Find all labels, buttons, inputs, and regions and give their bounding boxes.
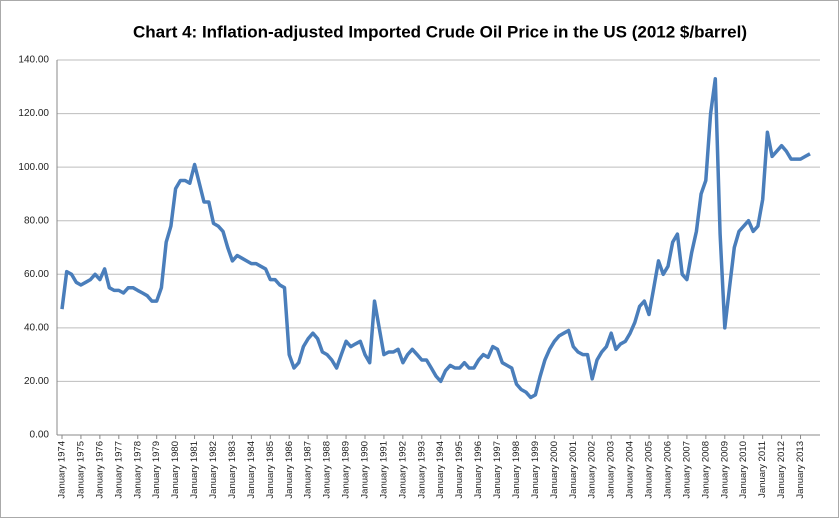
y-tick-label: 100.00 (18, 162, 49, 173)
x-tick-label: January 2011 (757, 441, 768, 498)
y-tick-label: 40.00 (24, 322, 49, 333)
x-tick-label: January 2012 (776, 441, 787, 499)
data-line (60, 77, 811, 400)
x-tick-label: January 2003 (606, 441, 617, 499)
x-tick-label: January 2000 (549, 441, 560, 499)
x-tick-label: January 1987 (303, 441, 314, 499)
x-tick-label: January 1998 (511, 441, 522, 499)
x-tick-label: January 1993 (416, 441, 427, 499)
x-tick-label: January 2005 (644, 441, 655, 499)
x-tick-label: January 2010 (738, 441, 749, 499)
chart-title: Chart 4: Inflation-adjusted Imported Cru… (133, 22, 747, 41)
x-tick-label: January 1981 (189, 441, 200, 499)
x-tick-label: January 2008 (700, 441, 711, 499)
x-tick-label: January 1983 (227, 441, 238, 499)
x-tick-label: January 1980 (170, 441, 181, 499)
x-tick-label: January 1995 (454, 441, 465, 499)
x-tick-label: January 1986 (284, 441, 295, 499)
x-tick-label: January 1994 (435, 441, 446, 499)
y-tick-label: 120.00 (18, 108, 49, 119)
x-tick-label: January 1996 (473, 441, 484, 499)
x-tick-label: January 1984 (246, 441, 257, 499)
y-tick-label: 20.00 (24, 376, 49, 387)
x-tick-label: January 1976 (94, 441, 105, 499)
x-tick-label: January 2001 (568, 441, 579, 499)
x-tick-label: January 1974 (57, 441, 68, 499)
y-tick-label: 80.00 (24, 215, 49, 226)
x-tick-label: January 2009 (719, 441, 730, 499)
x-tick-label: January 1997 (492, 441, 503, 499)
x-tick-label: January 2002 (587, 441, 598, 499)
x-tick-label: January 1989 (341, 441, 352, 499)
x-tick-label: January 1985 (265, 441, 276, 499)
x-tick-label: January 2013 (795, 441, 806, 499)
x-tick-label: January 1990 (360, 441, 371, 499)
x-tick-label: January 1979 (151, 441, 162, 499)
x-tick-label: January 2006 (662, 441, 673, 499)
x-tick-label: January 1988 (322, 441, 333, 499)
x-tick-label: January 1992 (397, 441, 408, 499)
x-tick-label: January 1977 (113, 441, 124, 499)
x-tick-label: January 1978 (132, 441, 143, 499)
x-tick-label: January 2004 (625, 441, 636, 499)
x-tick-label: January 2007 (681, 441, 692, 499)
y-tick-label: 0.00 (30, 430, 50, 441)
x-tick-label: January 1982 (208, 441, 219, 499)
x-tick-label: January 1999 (530, 441, 541, 499)
x-tick-label: January 1975 (75, 441, 86, 499)
y-tick-label: 60.00 (24, 269, 49, 280)
y-tick-label: 140.00 (18, 55, 49, 66)
x-tick-label: January 1991 (378, 441, 389, 499)
